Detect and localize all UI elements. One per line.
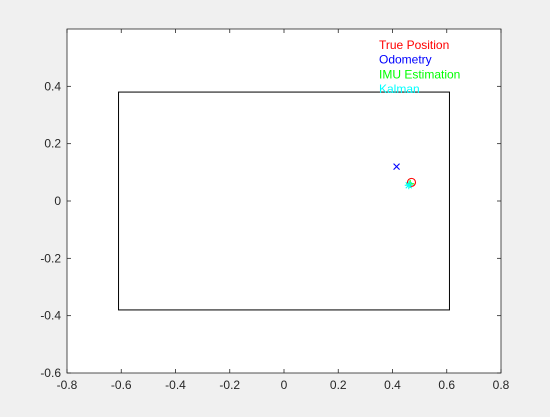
marker-odometry: [393, 163, 400, 170]
legend-entry-odometry: Odometry: [379, 53, 432, 67]
marker-kalman: [404, 181, 413, 190]
x-tick-label: 0: [281, 378, 288, 392]
x-tick-label: 0.6: [438, 378, 455, 392]
y-tick-label: 0: [54, 194, 61, 208]
legend-entry-imu-estimation: IMU Estimation: [379, 67, 460, 81]
marker-true-position: [406, 177, 417, 187]
legend-entry-true-position: True Position: [379, 38, 449, 52]
x-tick-label: 0.4: [384, 378, 401, 392]
y-tick-label: -0.6: [40, 366, 61, 380]
x-tick-label: -0.4: [165, 378, 186, 392]
boundary-rectangle: [118, 91, 450, 311]
x-tick-label: -0.2: [219, 378, 240, 392]
y-tick-label: -0.4: [40, 309, 61, 323]
x-tick-label: 0.8: [493, 378, 510, 392]
x-tick-label: -0.6: [111, 378, 132, 392]
y-tick-label: 0.2: [44, 137, 61, 151]
y-tick-label: -0.2: [40, 251, 61, 265]
y-tick-label: 0.4: [44, 79, 61, 93]
plot-area: [66, 28, 502, 374]
legend-entry-kalman: Kalman: [379, 82, 420, 96]
x-tick-label: -0.8: [57, 378, 78, 392]
x-tick-label: 0.2: [330, 378, 347, 392]
